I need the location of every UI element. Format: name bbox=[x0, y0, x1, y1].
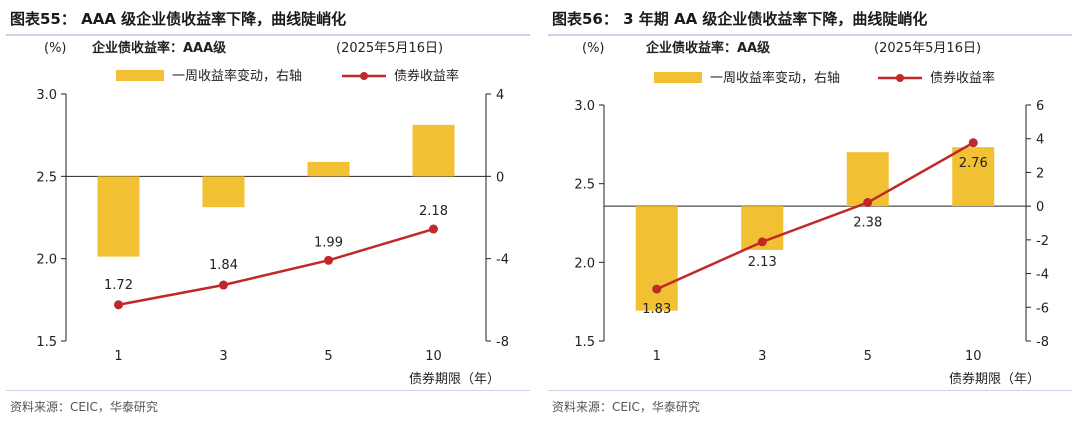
title-divider bbox=[548, 34, 1072, 36]
line-bond-yield bbox=[118, 227, 434, 307]
source-divider bbox=[548, 390, 1072, 391]
left-tick-label: 1.5 bbox=[574, 335, 595, 350]
right-tick-label: 0 bbox=[1036, 200, 1044, 215]
source-note: 资料来源：CEIC，华泰研究 bbox=[10, 400, 158, 414]
x-tick-label: 5 bbox=[864, 349, 872, 364]
legend-line-label: 债券收益率 bbox=[394, 68, 459, 84]
bar-weekly-change bbox=[846, 152, 889, 207]
figure-55: 图表55： AAA 级企业债收益率下降，曲线陡峭化 (%) 企业债收益率：AAA级… bbox=[6, 0, 538, 430]
line-data-label: 1.84 bbox=[209, 258, 238, 273]
date-label: (2025年5月16日) bbox=[874, 41, 981, 56]
legend-bar-swatch bbox=[654, 72, 702, 83]
right-tick-label: 4 bbox=[1036, 133, 1044, 148]
figure-title: 图表55： AAA 级企业债收益率下降，曲线陡峭化 bbox=[10, 10, 347, 28]
chart-56: (%) 企业债收益率：AA级 (2025年5月16日) 一周收益率变动，右轴 债券收益率… bbox=[574, 40, 1049, 387]
bar-weekly-change bbox=[412, 124, 455, 177]
right-tick-label: -4 bbox=[1036, 268, 1049, 283]
x-tick-label: 3 bbox=[758, 349, 766, 364]
line-bond-yield bbox=[656, 141, 974, 291]
title-divider bbox=[6, 34, 530, 36]
left-tick-label: 2.0 bbox=[36, 253, 57, 268]
left-tick-label: 2.0 bbox=[574, 256, 595, 271]
bar-weekly-change bbox=[202, 176, 245, 208]
right-tick-label: 6 bbox=[1036, 99, 1044, 114]
x-tick-label: 10 bbox=[425, 349, 442, 364]
right-tick-label: -8 bbox=[1036, 335, 1049, 350]
line-data-label: 2.18 bbox=[419, 204, 448, 219]
bar-weekly-change bbox=[635, 206, 678, 311]
legend-line-label: 债券收益率 bbox=[930, 70, 995, 86]
x-tick-label: 1 bbox=[653, 349, 661, 364]
line-data-label: 1.99 bbox=[314, 235, 343, 250]
figure-title: 图表56： 3 年期 AA 级企业债收益率下降，曲线陡峭化 bbox=[552, 10, 928, 28]
legend-bar-label: 一周收益率变动，右轴 bbox=[172, 68, 302, 84]
x-tick-label: 3 bbox=[219, 349, 227, 364]
line-data-label: 2.38 bbox=[853, 216, 882, 231]
line-data-label: 1.83 bbox=[642, 302, 671, 317]
right-tick-label: -2 bbox=[1036, 234, 1049, 249]
line-data-label: 2.76 bbox=[959, 156, 988, 171]
left-tick-label: 2.5 bbox=[574, 178, 595, 193]
right-tick-label: -8 bbox=[496, 335, 509, 350]
right-tick-label: -6 bbox=[1036, 301, 1049, 316]
line-point bbox=[652, 284, 662, 294]
figure-56: 图表56： 3 年期 AA 级企业债收益率下降，曲线陡峭化 (%) 企业债收益率：… bbox=[548, 0, 1080, 430]
right-tick-label: 2 bbox=[1036, 166, 1044, 181]
source-divider bbox=[6, 390, 530, 391]
bar-weekly-change bbox=[952, 147, 995, 207]
line-point bbox=[968, 138, 978, 148]
line-point bbox=[219, 280, 228, 290]
left-tick-label: 2.5 bbox=[36, 170, 57, 185]
chart-subtitle: 企业债收益率：AAA级 bbox=[91, 40, 227, 56]
date-label: (2025年5月16日) bbox=[336, 41, 443, 56]
legend-bar-swatch bbox=[116, 70, 164, 81]
x-tick-label: 5 bbox=[324, 349, 332, 364]
x-axis-title: 债券期限（年） bbox=[409, 371, 500, 387]
x-tick-label: 1 bbox=[114, 349, 122, 364]
line-point bbox=[757, 237, 767, 247]
left-tick-label: 3.0 bbox=[574, 99, 595, 114]
left-axis-unit: (%) bbox=[582, 41, 605, 56]
line-point bbox=[429, 224, 438, 234]
bar-weekly-change bbox=[97, 176, 140, 257]
line-data-label: 2.13 bbox=[748, 255, 777, 270]
line-data-label: 1.72 bbox=[104, 278, 133, 293]
line-point bbox=[863, 198, 873, 208]
line-point bbox=[114, 300, 123, 310]
x-tick-label: 10 bbox=[965, 349, 982, 364]
left-tick-label: 3.0 bbox=[36, 88, 57, 103]
legend-bar-label: 一周收益率变动，右轴 bbox=[710, 70, 840, 86]
legend-line-marker bbox=[896, 74, 904, 82]
bar-weekly-change bbox=[307, 161, 350, 177]
legend-line-marker bbox=[360, 72, 368, 80]
right-tick-label: 0 bbox=[496, 170, 504, 185]
left-axis-unit: (%) bbox=[44, 41, 67, 56]
x-axis-title: 债券期限（年） bbox=[949, 371, 1040, 387]
chart-55: (%) 企业债收益率：AAA级 (2025年5月16日) 一周收益率变动，右轴 债券收益… bbox=[36, 40, 509, 387]
right-tick-label: -4 bbox=[496, 253, 509, 268]
right-tick-label: 4 bbox=[496, 88, 504, 103]
source-note: 资料来源：CEIC，华泰研究 bbox=[552, 400, 700, 414]
chart-subtitle: 企业债收益率：AA级 bbox=[645, 40, 771, 56]
line-point bbox=[324, 255, 333, 265]
left-tick-label: 1.5 bbox=[36, 335, 57, 350]
